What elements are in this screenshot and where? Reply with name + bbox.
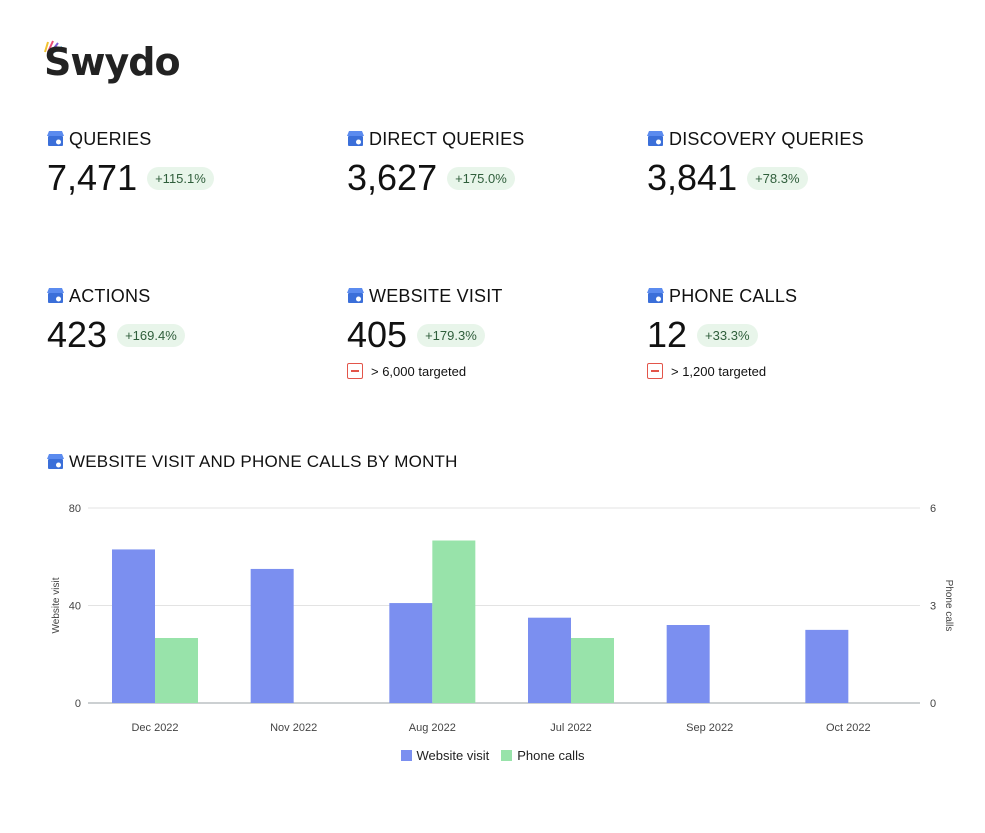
chart-legend: Website visit Phone calls — [0, 748, 985, 763]
y-tick-label: 0 — [75, 698, 81, 710]
bar-phone-calls — [432, 540, 476, 703]
legend-label: Phone calls — [517, 748, 585, 763]
bar-chart: 0 40 80 0 3 6 Website visit Phone calls Dec 2022… — [51, 503, 954, 734]
kpi-value: 3,841 — [647, 157, 738, 198]
y-tick-label: 40 — [69, 601, 81, 613]
y-axis-label: Website visit — [51, 577, 62, 633]
legend-swatch — [400, 750, 412, 761]
bar-website-visit — [805, 629, 849, 703]
change-badge: +115.1% — [147, 166, 214, 190]
bar-website-visit — [666, 625, 710, 703]
brand-name: Swydo — [44, 40, 181, 84]
x-tick-label: Sep 2022 — [686, 722, 733, 734]
kpi-value: 7,471 — [47, 157, 138, 198]
bar-website-visit — [528, 617, 571, 703]
google-business-icon — [647, 131, 664, 146]
target-text: > 1,200 targeted — [671, 363, 767, 379]
kpi-actions: ACTIONS 423 +169.4% — [47, 285, 337, 405]
kpi-website-visit: WEBSITE VISIT 405 +179.3% > 6,000 target… — [347, 285, 637, 405]
y-right-tick-label: 0 — [930, 698, 936, 710]
legend-label: Website visit — [416, 748, 490, 763]
below-target-icon — [647, 363, 663, 379]
legend-swatch — [501, 750, 513, 761]
bar-website-visit — [389, 603, 433, 703]
change-badge: +169.4% — [117, 323, 185, 347]
kpi-value: 423 — [47, 314, 108, 355]
kpi-title: WEBSITE VISIT — [369, 285, 503, 306]
google-business-icon — [647, 288, 664, 303]
below-target-icon — [347, 363, 363, 379]
bar-website-visit — [250, 568, 294, 703]
kpi-title: PHONE CALLS — [669, 285, 798, 306]
swydo-logo: Swydo — [42, 38, 181, 90]
x-tick-label: Jul 2022 — [550, 722, 592, 734]
bar-phone-calls — [571, 638, 614, 703]
kpi-value: 405 — [347, 314, 408, 355]
kpi-title: ACTIONS — [69, 285, 151, 306]
kpi-discovery-queries: DISCOVERY QUERIES 3,841 +78.3% — [647, 128, 937, 248]
bar-website-visit — [112, 549, 155, 703]
google-business-icon — [347, 131, 364, 146]
y-right-tick-label: 3 — [930, 601, 936, 613]
kpi-value: 12 — [647, 314, 688, 355]
chart-title: WEBSITE VISIT AND PHONE CALLS BY MONTH — [69, 452, 458, 471]
change-badge: +33.3% — [697, 323, 758, 347]
target-text: > 6,000 targeted — [371, 363, 467, 379]
kpi-title: QUERIES — [69, 128, 152, 149]
change-badge: +175.0% — [447, 166, 515, 190]
x-tick-label: Aug 2022 — [409, 722, 456, 734]
logo-spark-icon — [44, 40, 63, 53]
google-business-icon — [47, 131, 64, 146]
kpi-title: DISCOVERY QUERIES — [669, 128, 864, 149]
change-badge: +179.3% — [417, 323, 485, 347]
kpi-queries: QUERIES 7,471 +115.1% — [47, 128, 337, 248]
legend-item-website-visit: Website visit — [400, 748, 490, 763]
kpi-phone-calls: PHONE CALLS 12 +33.3% > 1,200 targeted — [647, 285, 937, 405]
y-tick-label: 80 — [69, 503, 81, 515]
google-business-icon — [47, 288, 64, 303]
y-right-tick-label: 6 — [930, 503, 936, 515]
chart-header: WEBSITE VISIT AND PHONE CALLS BY MONTH — [47, 452, 458, 472]
kpi-direct-queries: DIRECT QUERIES 3,627 +175.0% — [347, 128, 637, 248]
legend-item-phone-calls: Phone calls — [501, 748, 584, 763]
google-business-icon — [47, 454, 64, 469]
x-tick-label: Nov 2022 — [270, 722, 317, 734]
bar-phone-calls — [155, 638, 198, 703]
y-right-axis-label: Phone calls — [943, 580, 954, 632]
x-tick-label: Dec 2022 — [131, 722, 178, 734]
kpi-value: 3,627 — [347, 157, 438, 198]
change-badge: +78.3% — [747, 166, 808, 190]
kpi-title: DIRECT QUERIES — [369, 128, 525, 149]
x-tick-label: Oct 2022 — [826, 722, 871, 734]
google-business-icon — [347, 288, 364, 303]
